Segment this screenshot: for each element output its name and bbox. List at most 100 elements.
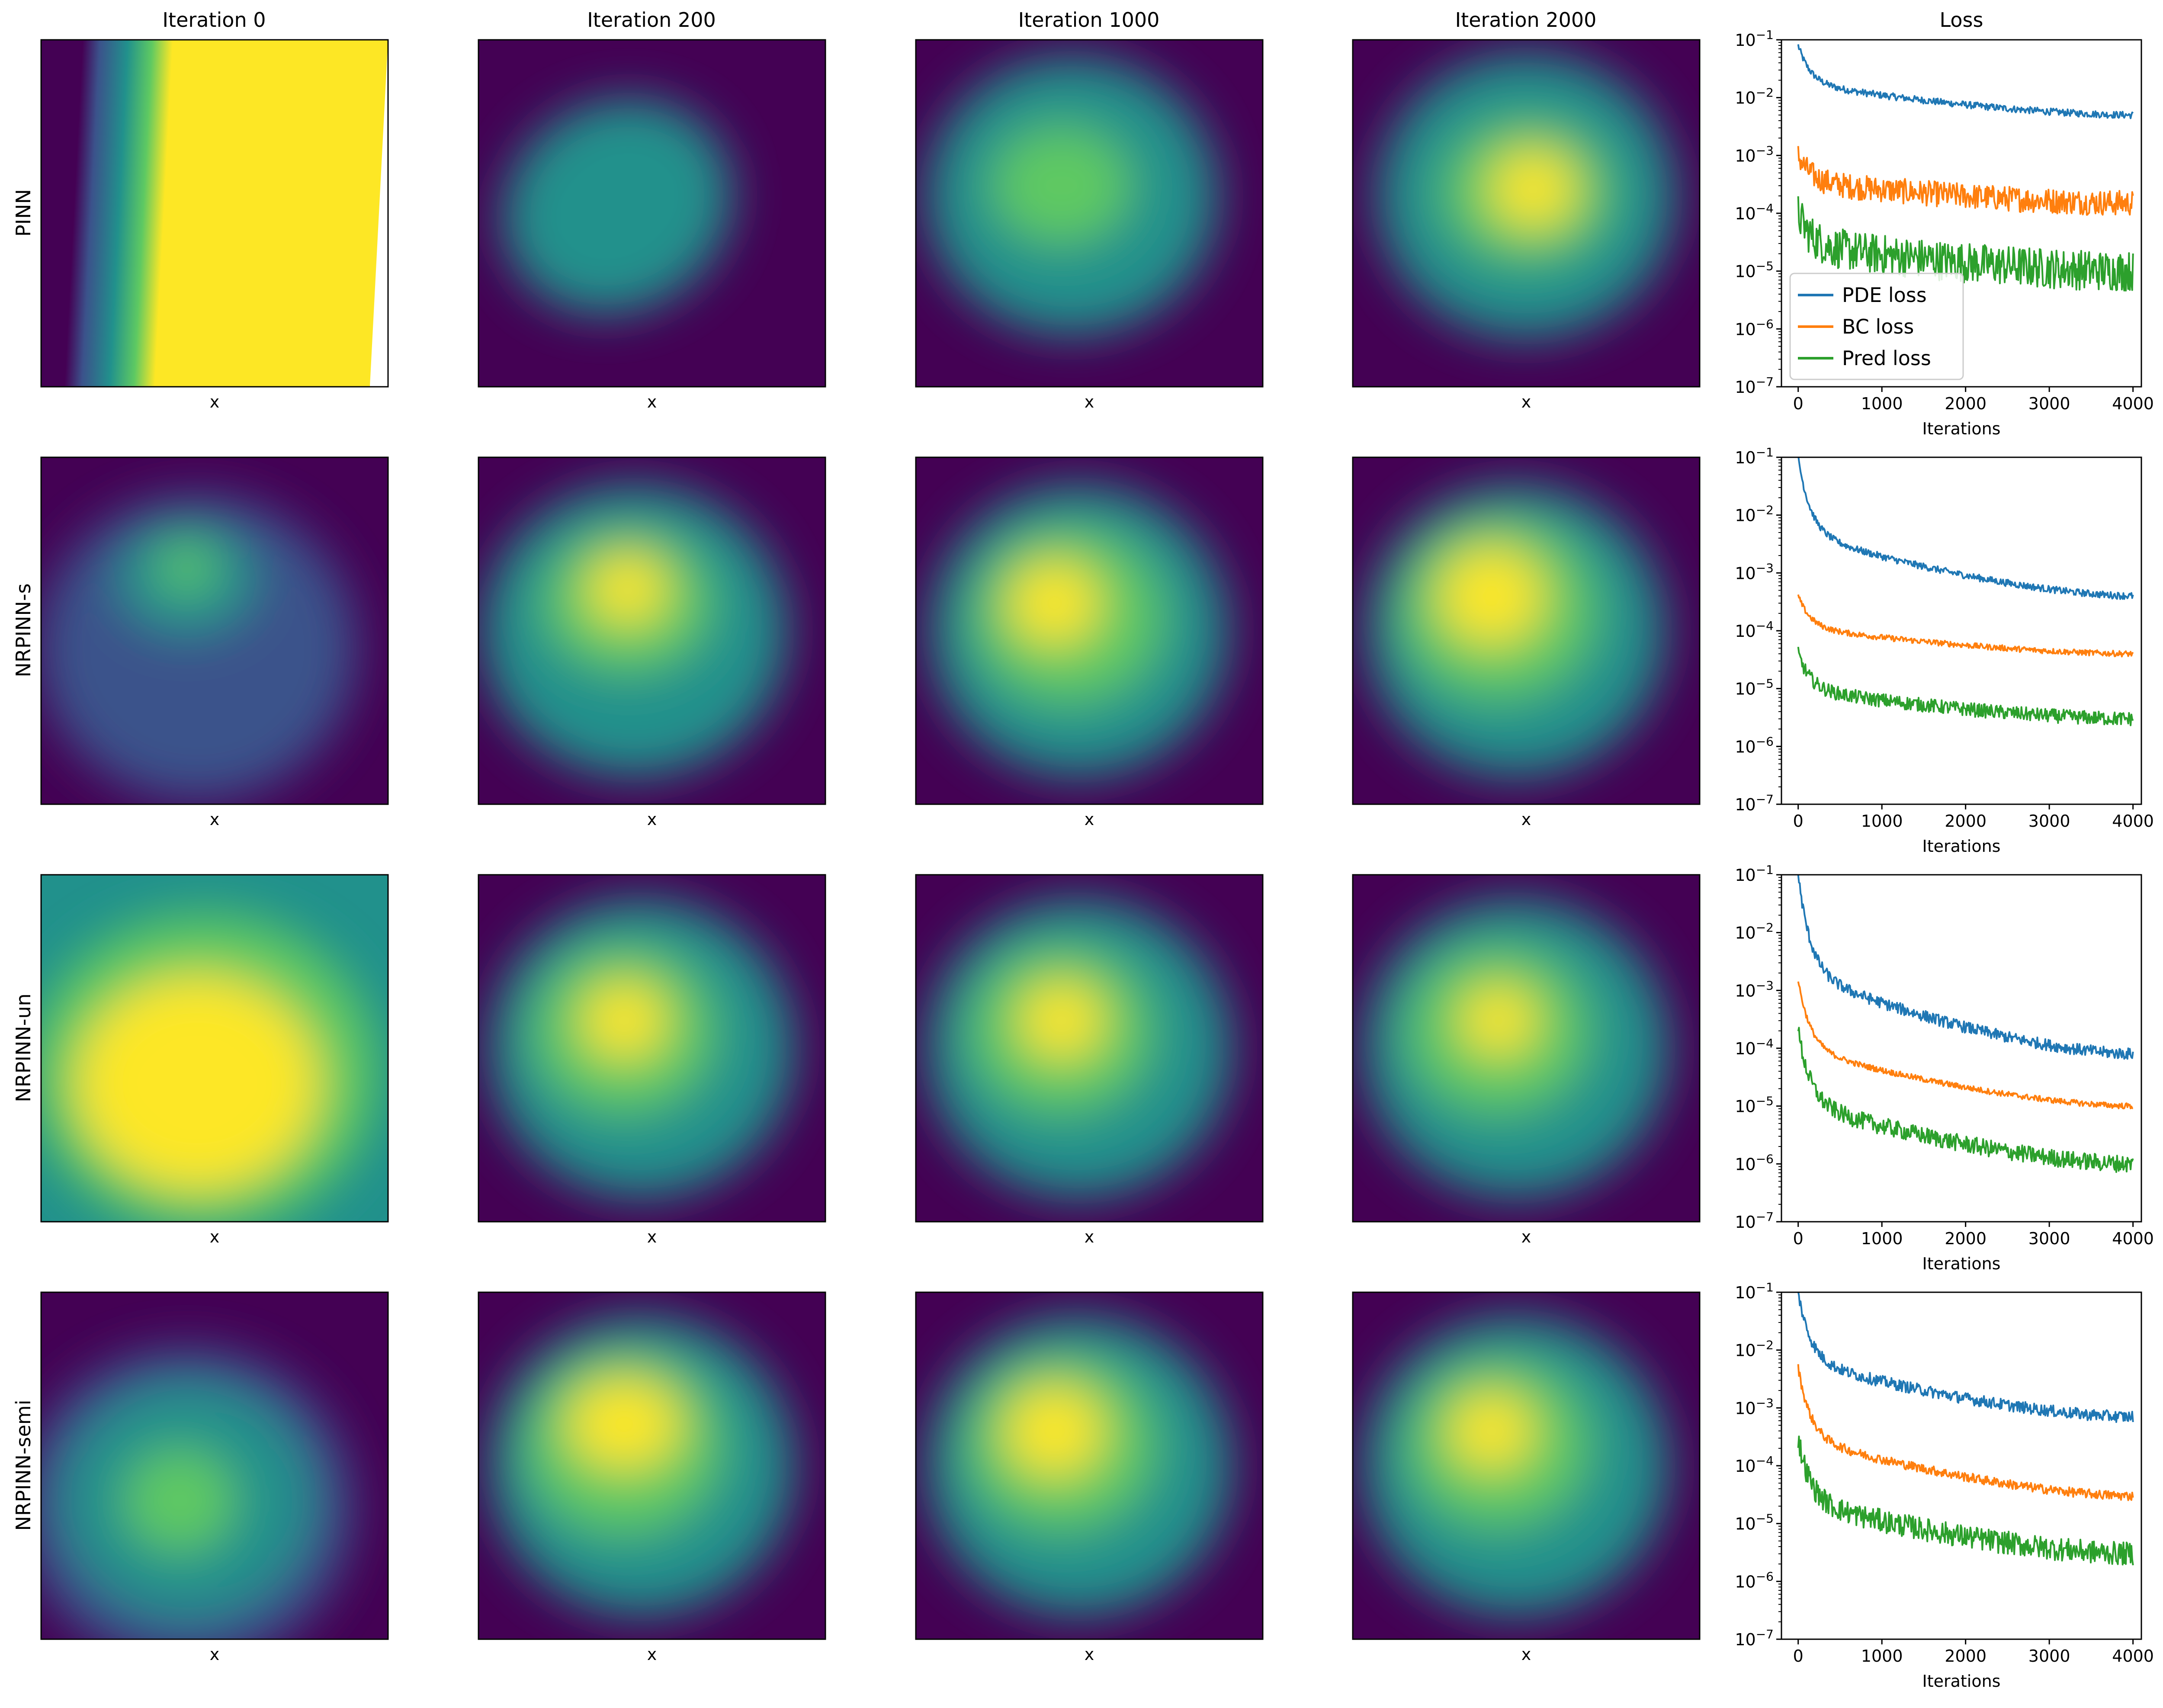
y-tick-label: 10−3 <box>1735 561 1774 583</box>
heatmap-blob <box>1006 1386 1104 1477</box>
heatmap-x-label: x <box>647 392 657 411</box>
loss-axes-frame <box>1781 456 2142 805</box>
heatmap-x-label: x <box>647 810 657 829</box>
loss-line-pde-loss <box>1797 875 2134 1060</box>
loss-line-pde-loss <box>1797 457 2134 600</box>
col-title-loss: Loss <box>1940 8 1983 32</box>
heatmap-nrpinn-un-iter200 <box>478 875 825 1222</box>
col-title-iter0: Iteration 0 <box>162 8 266 32</box>
col-title-iter200: Iteration 200 <box>587 8 716 32</box>
row-label-nrpinn-semi: NRPINN-semi <box>12 1400 35 1531</box>
x-tick-label: 1000 <box>1861 1229 1903 1248</box>
y-tick-label: 10−5 <box>1735 259 1774 281</box>
x-tick-label: 0 <box>1793 812 1804 831</box>
heatmap-x-label: x <box>1085 392 1094 411</box>
loss-axes-frame <box>1781 1291 2142 1640</box>
loss-line-bc-loss <box>1797 1364 2134 1501</box>
heatmap-pinn-iter2000 <box>1353 40 1700 387</box>
heatmap-frame <box>40 456 389 805</box>
heatmap-frame <box>478 1291 826 1640</box>
heatmap-blob <box>568 1379 680 1470</box>
y-tick-label: 10−4 <box>1735 1036 1774 1058</box>
loss-x-label: Iterations <box>1922 837 2001 856</box>
heatmap-nrpinn-s-iter200 <box>478 457 825 804</box>
heatmap-frame <box>478 456 826 805</box>
loss-line-pde-loss <box>1797 44 2134 119</box>
loss-line-bc-loss <box>1797 594 2134 658</box>
heatmap-blob <box>582 982 666 1059</box>
heatmap-blob <box>1450 1393 1534 1470</box>
y-tick-label: 10−2 <box>1735 921 1774 943</box>
y-tick-label: 10−5 <box>1735 677 1774 699</box>
heatmap-blob <box>1020 982 1104 1059</box>
loss-line-bc-loss <box>1797 981 2133 1110</box>
heatmap-frame <box>915 1291 1264 1640</box>
x-tick-label: 4000 <box>2112 1229 2154 1248</box>
heatmap-frame <box>40 874 389 1223</box>
heatmap-blob <box>1439 547 1544 645</box>
loss-plot-nrpinn-s: 10−7 10−6 10−5 10−4 10−3 10−2 10−1 0 1000 2000 300… <box>1735 445 2154 856</box>
heatmap-x-label: x <box>210 392 220 411</box>
heatmap-blob <box>992 126 1131 245</box>
heatmap-blob <box>575 178 659 248</box>
col-title-iter2000: Iteration 2000 <box>1455 8 1597 32</box>
y-tick-label: 10−6 <box>1735 317 1774 339</box>
legend-label: BC loss <box>1842 315 1914 338</box>
loss-line-pred-loss <box>1797 1027 2134 1173</box>
x-tick-label: 4000 <box>2112 1647 2154 1666</box>
heatmap-frame <box>40 1291 389 1640</box>
x-tick-label: 3000 <box>2028 394 2070 413</box>
heatmap-nrpinn-s-iter2000 <box>1353 457 1700 804</box>
heatmap-x-label: x <box>1085 1227 1094 1246</box>
heatmap-blob <box>1009 561 1100 645</box>
y-tick-label: 10−6 <box>1735 1569 1774 1591</box>
y-tick-label: 10−7 <box>1735 375 1774 397</box>
loss-line-bc-loss <box>1797 146 2134 216</box>
heatmap-blob <box>1460 986 1537 1056</box>
heatmap-frame <box>1352 39 1701 388</box>
heatmap-x-label: x <box>1521 392 1531 411</box>
heatmap-x-label: x <box>1521 1645 1531 1664</box>
heatmap-pinn-iter0 <box>41 40 388 387</box>
x-tick-label: 3000 <box>2028 812 2070 831</box>
x-tick-label: 1000 <box>1861 1647 1903 1666</box>
y-tick-label: 10−6 <box>1735 734 1774 756</box>
y-tick-label: 10−3 <box>1735 1396 1774 1418</box>
x-tick-label: 1000 <box>1861 812 1903 831</box>
heatmap-nrpinn-un-iter0 <box>41 875 388 1222</box>
x-tick-label: 2000 <box>1945 394 1986 413</box>
loss-line-pred-loss <box>1797 1435 2134 1566</box>
legend-box <box>1789 273 1964 380</box>
y-tick-label: 10−5 <box>1735 1512 1774 1534</box>
y-tick-label: 10−7 <box>1735 792 1774 814</box>
legend-label: PDE loss <box>1842 283 1927 307</box>
loss-plot-nrpinn-un: 10−7 10−6 10−5 10−4 10−3 10−2 10−1 0 1000 2000 300… <box>1735 863 2154 1273</box>
y-tick-label: 10−4 <box>1735 619 1774 641</box>
y-tick-label: 10−1 <box>1735 28 1774 50</box>
heatmap-frame <box>1352 1291 1701 1640</box>
x-tick-label: 2000 <box>1945 1647 1986 1666</box>
heatmap-nrpinn-semi-iter0 <box>41 1292 388 1639</box>
heatmap-nrpinn-s-iter1000 <box>916 457 1263 804</box>
heatmap-blob <box>159 544 215 593</box>
col-title-iter1000: Iteration 1000 <box>1018 8 1160 32</box>
heatmap-x-label: x <box>647 1227 657 1246</box>
x-tick-label: 4000 <box>2112 812 2154 831</box>
y-tick-label: 10−1 <box>1735 445 1774 467</box>
heatmap-nrpinn-un-iter2000 <box>1353 875 1700 1222</box>
loss-line-pred-loss <box>1797 196 2134 292</box>
heatmap-blob <box>1491 151 1575 228</box>
loss-line-pred-loss <box>1797 647 2134 726</box>
heatmap-x-label: x <box>210 1645 220 1664</box>
x-tick-label: 0 <box>1793 1647 1804 1666</box>
heatmap-nrpinn-semi-iter2000 <box>1353 1292 1700 1639</box>
heatmap-blob <box>76 975 319 1191</box>
loss-x-label: Iterations <box>1922 419 2001 438</box>
x-tick-label: 3000 <box>2028 1647 2070 1666</box>
heatmap-frame <box>1352 456 1701 805</box>
y-tick-label: 10−4 <box>1735 1454 1774 1476</box>
heatmap-x-label: x <box>210 810 220 829</box>
x-tick-label: 3000 <box>2028 1229 2070 1248</box>
y-tick-label: 10−2 <box>1735 503 1774 525</box>
y-tick-label: 10−3 <box>1735 143 1774 165</box>
